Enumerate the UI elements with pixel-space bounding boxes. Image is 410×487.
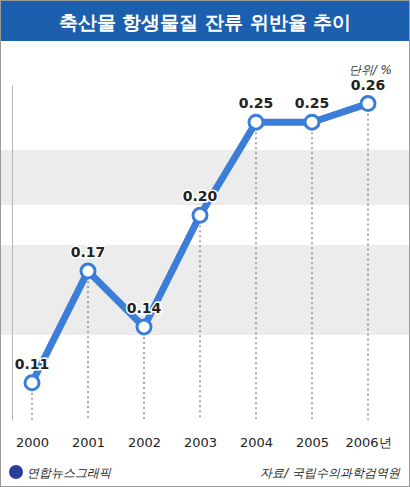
x-tick: 2001 (72, 428, 105, 450)
x-tick: 2000 (16, 428, 49, 450)
title: 축산물 항생물질 잔류 위반율 추이 (59, 11, 351, 33)
drop-line (200, 215, 201, 420)
x-axis-line (33, 428, 369, 429)
data-label: 0.20 (183, 188, 218, 204)
source: 자료/ 국립수의과학검역원 (260, 466, 401, 480)
data-label: 0.25 (295, 95, 330, 111)
chart: 축산물 항생물질 잔류 위반율 추이단위/ %0.110.170.140.200… (0, 0, 410, 487)
x-tick: 2003 (184, 428, 217, 450)
drop-line (368, 104, 369, 420)
marks (25, 97, 375, 420)
data-point (137, 320, 151, 334)
data-label: 0.25 (239, 95, 274, 111)
data-point (81, 264, 95, 278)
drop-line (88, 271, 89, 420)
x-tick: 2002 (128, 428, 161, 450)
background-band (1, 150, 409, 205)
x-tick-label: 2005 (296, 435, 329, 450)
x-tick-label: 2002 (128, 435, 161, 450)
data-point (249, 115, 263, 129)
x-axis: 2000 2001 2002 2003 2004 2005 2006년 (16, 428, 392, 450)
x-tick-label: 2003 (184, 435, 217, 450)
credit: 연합뉴스그래픽 (27, 466, 112, 480)
data-label: 0.11 (15, 356, 50, 372)
x-tick: 2004 (240, 428, 273, 450)
data-point (305, 115, 319, 129)
x-tick-label: 2000 (16, 435, 49, 450)
data-label: 0.17 (71, 244, 106, 260)
x-tick-label: 2006년 (345, 435, 391, 450)
drop-line (256, 122, 257, 420)
x-tick: 2005 (296, 428, 329, 450)
y-axis (12, 86, 13, 421)
data-point (361, 97, 375, 111)
drop-line (312, 122, 313, 420)
x-tick-label: 2004 (240, 435, 273, 450)
data-line (32, 104, 368, 383)
data-label: 0.14 (127, 300, 162, 316)
frame (1, 1, 410, 487)
x-tick-label: 2001 (72, 435, 105, 450)
data-point (25, 376, 39, 390)
data-label: 0.26 (351, 77, 386, 93)
data-labels: 0.11 0.17 0.14 0.20 0.25 0.25 0.26 (15, 77, 386, 372)
credit-logo (9, 465, 23, 479)
drop-line (144, 327, 145, 420)
title-bar (1, 1, 409, 41)
x-tick: 2006년 (345, 428, 391, 450)
unit-label: 단위/ % (349, 63, 392, 77)
data-point (193, 208, 207, 222)
y-axis-line (12, 86, 13, 421)
